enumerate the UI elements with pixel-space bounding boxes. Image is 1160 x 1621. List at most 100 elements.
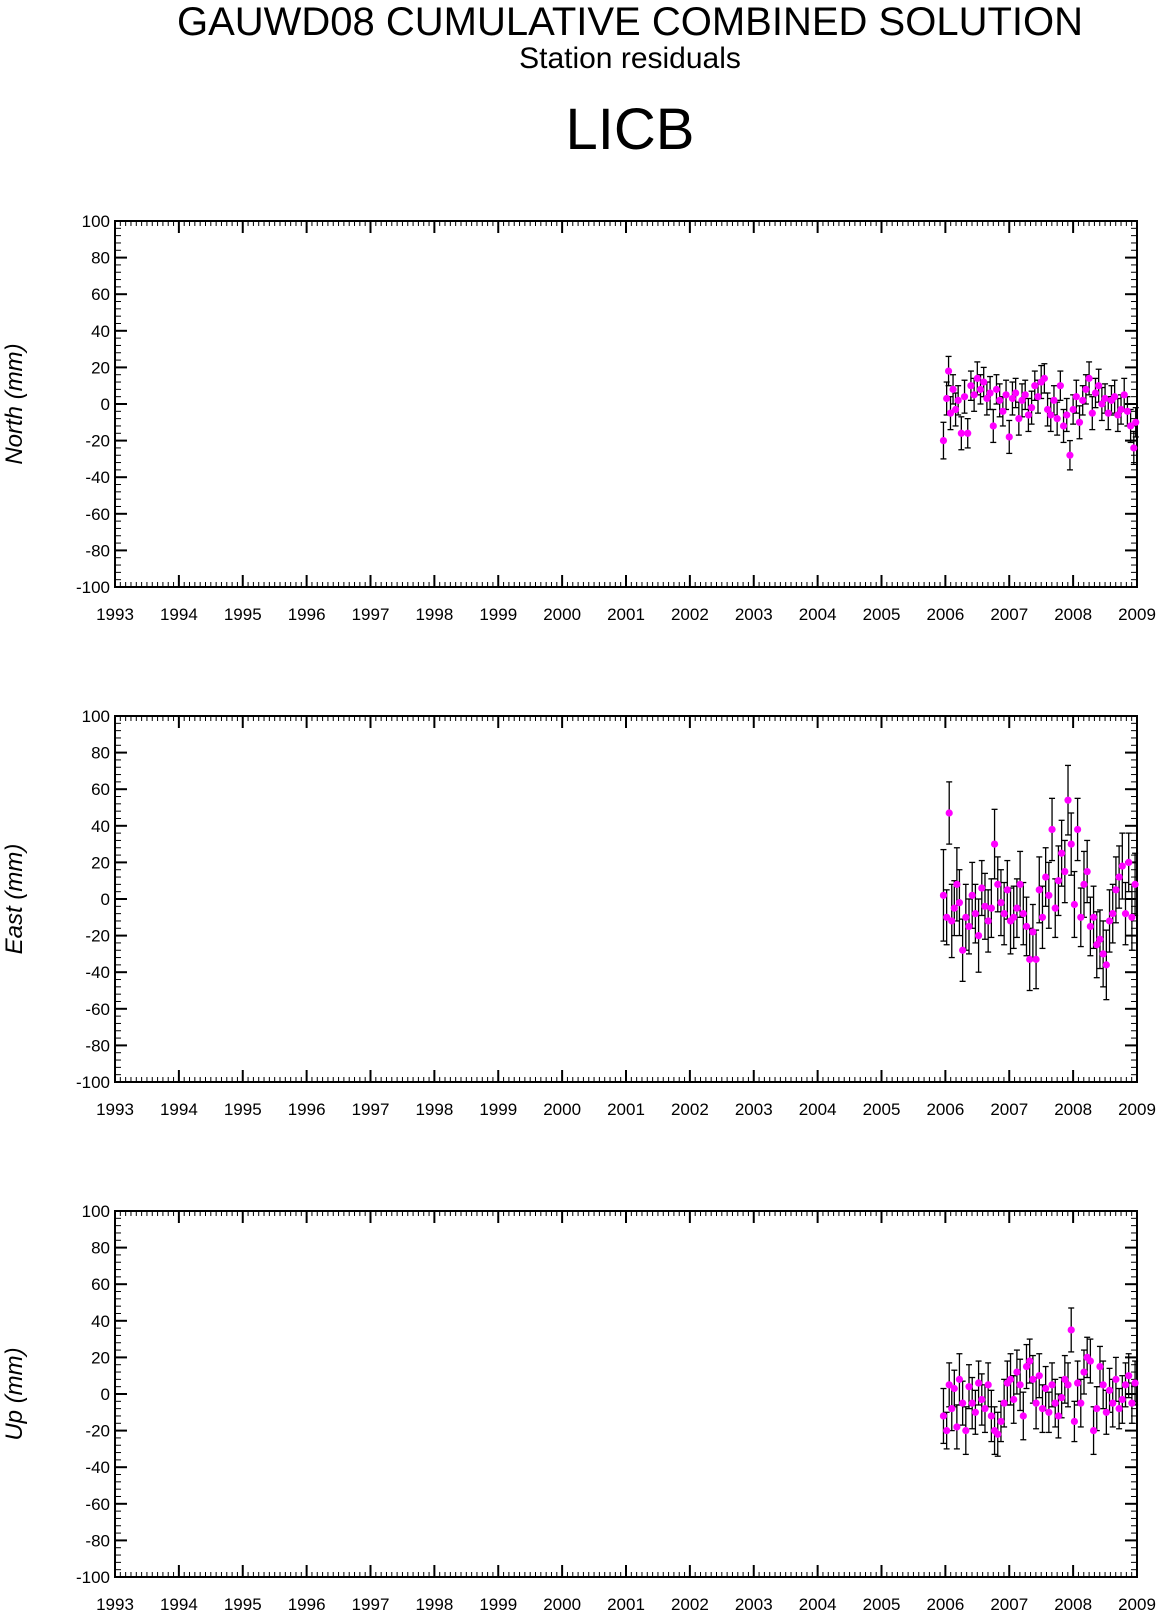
data-point [1102,1408,1110,1416]
data-point [1104,409,1112,417]
data-point [1022,922,1031,931]
data-point [1095,382,1103,390]
data-point [943,1427,951,1435]
data-point [971,910,979,918]
data-point [1123,407,1132,415]
y-tick-label: -60 [85,1495,110,1514]
data-point [950,904,958,912]
x-tick-label: 2001 [607,1100,645,1119]
data-point [1058,849,1066,857]
plot-frame [114,1210,1138,1578]
data-point [955,899,964,907]
data-point [1086,1357,1094,1365]
y-tick-label: 60 [91,1275,110,1294]
y-tick-label: 60 [91,285,110,304]
x-tick-label: 1997 [352,1595,390,1614]
data-point [965,922,973,931]
y-tick-label: -80 [85,541,110,560]
chart-title: GAUWD08 CUMULATIVE COMBINED SOLUTION [176,0,1084,44]
data-point [1096,1362,1104,1371]
data-point [962,913,970,921]
data-point [1073,1379,1082,1387]
data-point [1130,444,1138,452]
x-tick-label: 2002 [671,1595,709,1614]
data-point [1012,389,1020,397]
data-point [939,891,948,899]
data-point [1045,1408,1053,1416]
y-tick-label: 20 [91,853,110,872]
data-point [949,385,957,393]
data-point [1015,415,1023,423]
y-tick-label: -100 [76,1568,110,1587]
x-tick-label: 2007 [990,1595,1028,1614]
data-point [957,429,965,437]
data-point [1069,405,1077,414]
y-tick-label: -20 [85,432,110,451]
data-point [1089,1427,1098,1435]
data-point [997,899,1005,907]
data-point [959,1399,967,1407]
data-point [948,917,956,925]
data-point [1072,393,1080,401]
data-point [968,1399,976,1407]
y-tick-label: -80 [85,1531,110,1550]
data-point [1098,400,1106,408]
north-panel: 1993 1994 1995 1996 1997 1998 1999 2000 2001 2002… [1,212,1156,624]
y-tick-label: 80 [91,249,110,268]
y-tick-label: -80 [85,1036,110,1055]
data-point [1099,1381,1107,1389]
y-tick-label: 0 [101,395,110,414]
east-panel: 1993 1994 1995 1996 1997 1998 1999 2000 2001 2002… [1,707,1156,1119]
data-point [955,1375,964,1383]
x-tick-label: 1996 [288,1100,326,1119]
data-point [984,1381,992,1389]
data-point [1128,913,1136,921]
data-point [1093,941,1101,949]
data-point [970,391,978,399]
x-tick-label: 1994 [160,605,198,624]
y-tick-label: 20 [91,1348,110,1367]
data-point [1080,880,1088,888]
data-point [1115,873,1123,881]
data-point [945,1381,953,1389]
x-tick-label: 2005 [863,1595,901,1614]
up-panel: 1993 1994 1995 1996 1997 1998 1999 2000 2001 2002… [1,1202,1156,1614]
data-point [950,1384,958,1393]
y-tick-label: -60 [85,1000,110,1019]
data-point [1125,858,1133,867]
x-tick-label: 1993 [96,1100,134,1119]
data-point [1016,1381,1024,1389]
x-tick-label: 1999 [479,1595,517,1614]
data-point [939,1412,948,1420]
data-point [1034,393,1042,401]
data-point [954,396,962,404]
data-point [1117,405,1125,414]
x-tick-label: 1999 [479,1100,517,1119]
data-point [1077,913,1085,921]
data-point [968,891,976,899]
data-point [951,405,960,414]
x-tick-label: 2002 [671,1100,709,1119]
data-point [1018,396,1026,404]
y-axis-title: North (mm) [1,343,28,464]
data-point [1021,391,1029,399]
y-tick-label: -100 [76,578,110,597]
data-point [1099,950,1107,958]
x-tick-label: 1999 [479,605,517,624]
data-point [994,1430,1002,1438]
data-point [1019,910,1027,918]
data-point [1002,391,1010,399]
data-point [1003,886,1011,894]
data-point [990,840,999,848]
data-point [1024,411,1033,419]
data-point [986,389,994,397]
data-point [1066,451,1074,459]
data-point [1031,382,1039,390]
y-tick-label: -60 [85,505,110,524]
data-point [999,407,1007,415]
data-point [1082,385,1090,393]
y-tick-label: 80 [91,744,110,763]
plot-frame [114,715,1138,1083]
data-point [1112,886,1120,894]
data-point [1131,1379,1139,1387]
